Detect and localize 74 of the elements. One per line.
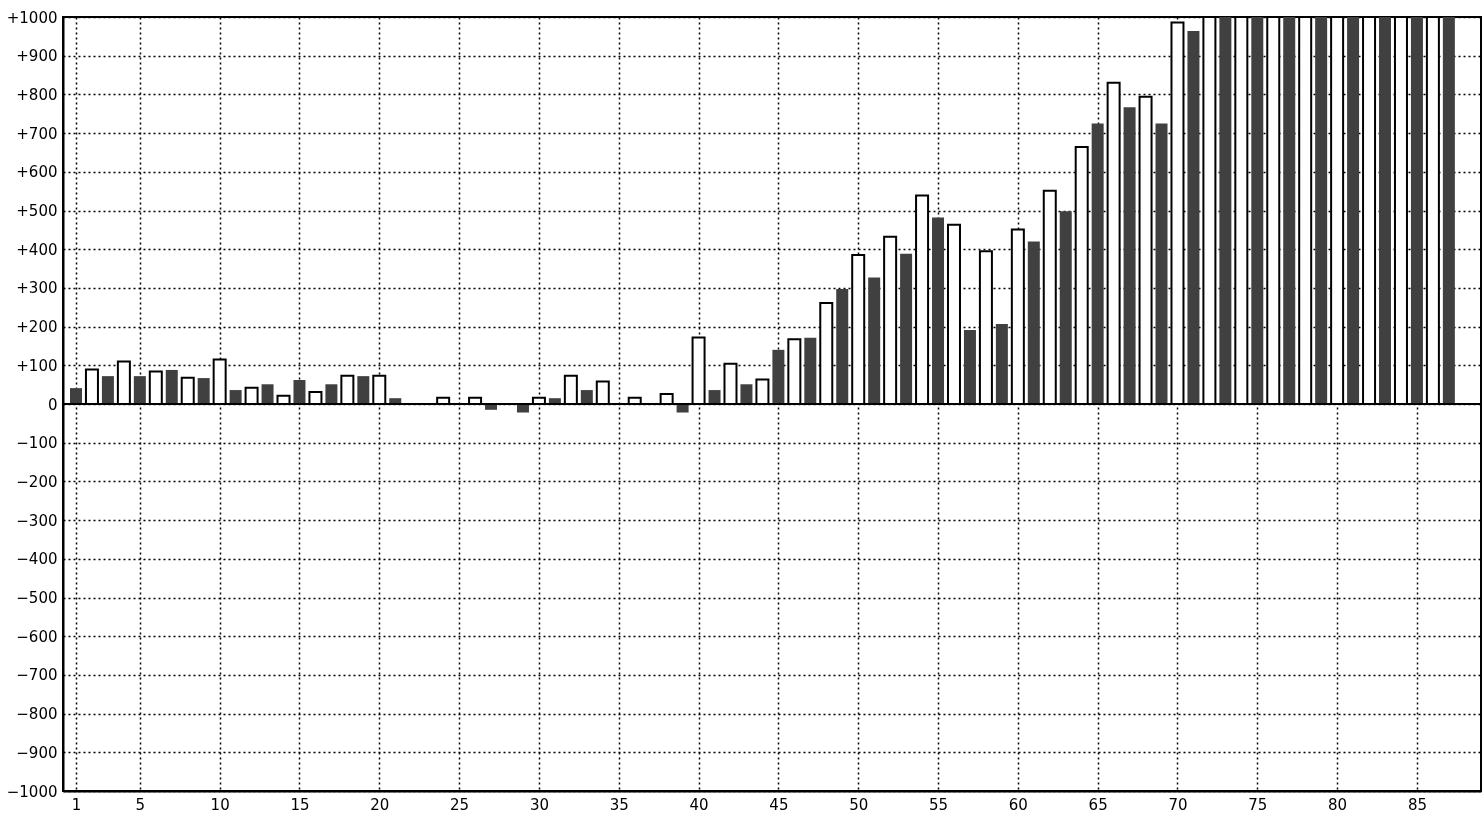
bar bbox=[836, 289, 849, 404]
bar bbox=[325, 384, 338, 404]
bar bbox=[963, 330, 976, 404]
y-tick-label: −200 bbox=[16, 472, 58, 491]
bar bbox=[1027, 241, 1040, 404]
bar bbox=[1251, 17, 1264, 404]
bar bbox=[868, 277, 881, 404]
x-tick-label: 85 bbox=[1407, 795, 1427, 814]
y-tick-label: +800 bbox=[16, 85, 58, 104]
x-tick-label: 80 bbox=[1328, 795, 1348, 814]
bar bbox=[293, 380, 306, 404]
y-tick-label: +200 bbox=[16, 318, 58, 337]
x-tick-label: 25 bbox=[450, 795, 470, 814]
bar bbox=[580, 390, 593, 404]
x-tick-label: 55 bbox=[928, 795, 949, 814]
y-tick-label: +900 bbox=[16, 47, 58, 66]
y-tick-label: +100 bbox=[16, 356, 58, 375]
y-tick-label: −400 bbox=[16, 550, 58, 569]
bar bbox=[197, 378, 210, 404]
x-tick-label: 1 bbox=[71, 795, 82, 814]
y-tick-label: +1000 bbox=[6, 8, 58, 27]
bar bbox=[995, 323, 1008, 404]
bar bbox=[1315, 17, 1328, 404]
y-tick-label: +300 bbox=[16, 279, 58, 298]
y-tick-label: −600 bbox=[16, 627, 58, 646]
y-tick-label: 0 bbox=[47, 395, 58, 414]
x-tick-label: 65 bbox=[1088, 795, 1108, 814]
bar bbox=[229, 390, 242, 404]
bar bbox=[357, 376, 370, 404]
bar bbox=[1187, 30, 1200, 404]
y-tick-label: −900 bbox=[16, 743, 58, 762]
y-tick-label: −100 bbox=[16, 434, 58, 453]
bar bbox=[69, 388, 82, 404]
y-tick-label: −300 bbox=[16, 511, 58, 530]
bar bbox=[1091, 123, 1104, 404]
bar bbox=[1123, 107, 1136, 404]
x-tick-label: 30 bbox=[529, 795, 549, 814]
x-tick-label: 35 bbox=[609, 795, 629, 814]
bar bbox=[804, 337, 817, 404]
y-tick-label: −800 bbox=[16, 705, 58, 724]
y-tick-label: +700 bbox=[16, 124, 58, 143]
bar bbox=[1347, 17, 1360, 404]
bar bbox=[101, 376, 114, 404]
bar bbox=[261, 384, 274, 404]
bar bbox=[1283, 17, 1296, 404]
x-tick-label: 10 bbox=[210, 795, 230, 814]
bar bbox=[133, 376, 146, 404]
x-tick-label: 40 bbox=[689, 795, 709, 814]
bar bbox=[1219, 17, 1232, 404]
y-tick-label: −700 bbox=[16, 666, 58, 685]
y-tick-label: +500 bbox=[16, 202, 58, 220]
bar bbox=[708, 390, 721, 404]
y-tick-label: −500 bbox=[16, 589, 58, 607]
bar bbox=[1059, 211, 1072, 404]
bar bbox=[1379, 17, 1392, 404]
x-tick-label: 15 bbox=[290, 795, 310, 814]
y-tick-label: −1000 bbox=[6, 782, 58, 801]
bar bbox=[1410, 17, 1423, 404]
bar bbox=[165, 369, 178, 404]
bar bbox=[740, 384, 753, 404]
x-tick-label: 20 bbox=[370, 795, 390, 814]
y-tick-label: +400 bbox=[16, 240, 58, 259]
bar bbox=[932, 217, 945, 404]
bar bbox=[1442, 17, 1455, 404]
x-tick-label: 75 bbox=[1248, 795, 1268, 814]
x-tick-label: 70 bbox=[1168, 795, 1188, 814]
bar bbox=[1155, 123, 1168, 404]
y-tick-label: +600 bbox=[16, 163, 58, 182]
x-tick-label: 60 bbox=[1008, 795, 1028, 814]
x-tick-label: 45 bbox=[769, 795, 789, 814]
bar bbox=[772, 349, 785, 404]
x-tick-label: 50 bbox=[849, 795, 869, 814]
bar bbox=[900, 253, 913, 404]
x-tick-label: 5 bbox=[135, 795, 146, 814]
